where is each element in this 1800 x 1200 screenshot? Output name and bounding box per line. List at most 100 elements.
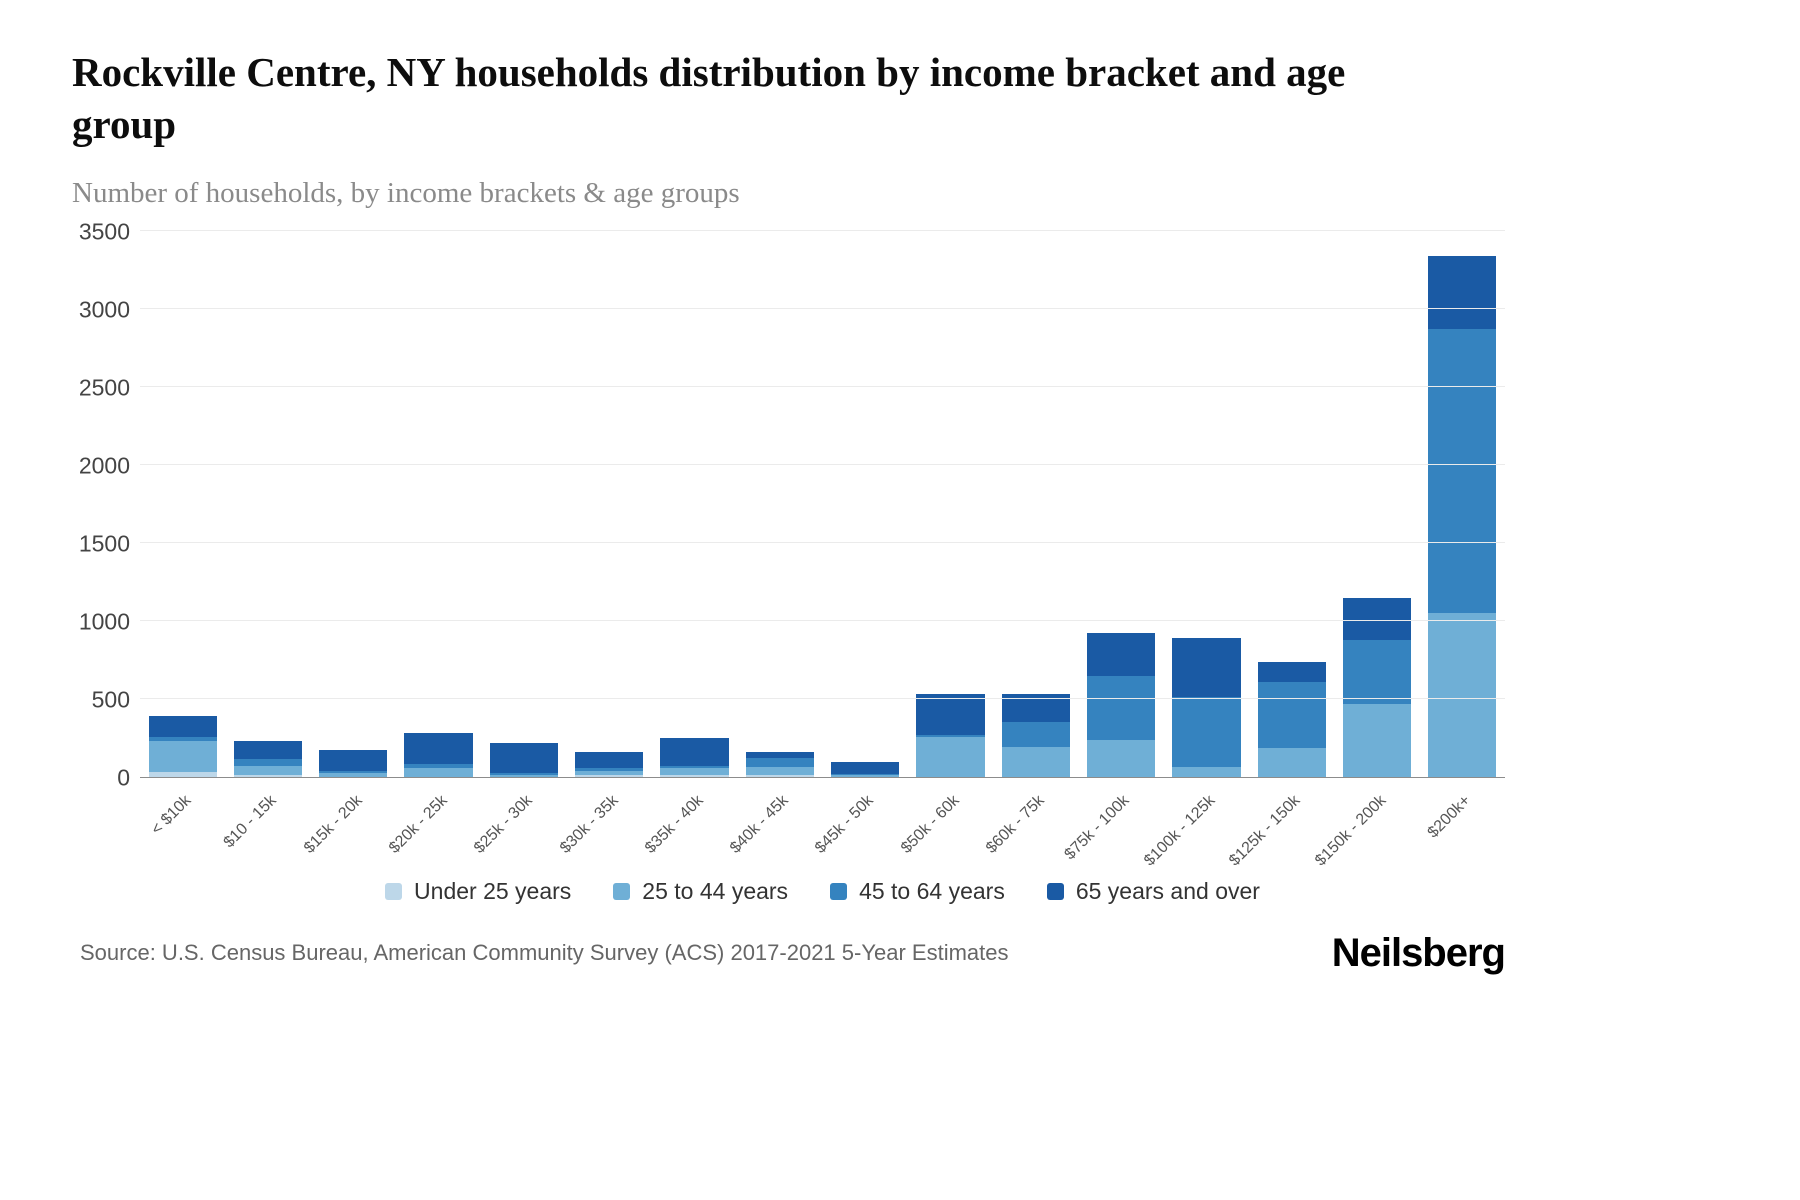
bar-segment[interactable] — [404, 764, 473, 769]
bar-segment[interactable] — [831, 775, 900, 777]
x-tick-label: $200k+ — [1424, 791, 1475, 842]
y-tick-label: 1000 — [78, 608, 130, 635]
bar-segment[interactable] — [1172, 766, 1241, 777]
legend-label: 25 to 44 years — [642, 877, 789, 904]
bar-segment[interactable] — [745, 752, 814, 759]
bar-segment[interactable] — [489, 773, 559, 776]
bar-segment[interactable] — [575, 775, 644, 777]
bar-slot — [1078, 232, 1163, 777]
bar-$45k - 50k — [831, 762, 900, 777]
x-tick-label: $30k - 35k — [556, 791, 622, 857]
legend-swatch — [830, 882, 848, 900]
bar-segment[interactable] — [1257, 681, 1326, 749]
legend-item[interactable]: Under 25 years — [385, 878, 571, 905]
bar-$50k - 60k — [916, 694, 985, 777]
bar-segment[interactable] — [916, 737, 985, 777]
bar-segment[interactable] — [233, 741, 303, 760]
bar-segment[interactable] — [916, 694, 985, 735]
bar-segment[interactable] — [1086, 739, 1156, 777]
legend-label: 45 to 64 years — [859, 877, 1005, 904]
bar-segment[interactable] — [1172, 638, 1241, 698]
bar-segment[interactable] — [1172, 697, 1241, 767]
bar-segment[interactable] — [404, 768, 473, 777]
bar-segment[interactable] — [660, 768, 729, 776]
x-tick: $25k - 30k — [471, 778, 566, 874]
bar-segment[interactable] — [1257, 748, 1326, 777]
bar-$60k - 75k — [1001, 693, 1070, 777]
x-tick: $60k - 75k — [983, 778, 1078, 874]
y-axis: 0 500 1000 1500 2000 2500 3000 3500 — [72, 218, 140, 790]
bar-segment[interactable] — [1428, 255, 1497, 330]
bar-slot — [993, 232, 1078, 777]
bar-segment[interactable] — [1086, 633, 1156, 677]
bar-segment[interactable] — [1342, 640, 1412, 704]
bar-$25k - 30k — [489, 742, 559, 777]
bar-segment[interactable] — [1342, 703, 1412, 777]
bar-segment[interactable] — [233, 766, 303, 776]
bar-segment[interactable] — [831, 762, 900, 774]
x-tick: $15k - 20k — [300, 778, 396, 874]
bar-slot — [1249, 232, 1334, 777]
bar-segment[interactable] — [148, 737, 217, 742]
y-tick-label: 2000 — [78, 452, 130, 479]
bar-segment[interactable] — [233, 759, 303, 767]
legend-label: 65 years and over — [1075, 877, 1260, 904]
y-tick-label: 0 — [117, 764, 130, 791]
bar-segment[interactable] — [575, 767, 644, 771]
x-tick-label: $40k - 45k — [727, 791, 792, 857]
bar-segment[interactable] — [148, 716, 217, 738]
x-tick-label: $35k - 40k — [641, 791, 707, 857]
gridline — [140, 385, 1505, 387]
bar-segment[interactable] — [1001, 721, 1070, 747]
bar-segment[interactable] — [1257, 661, 1326, 682]
bar-$20k - 25k — [404, 732, 473, 777]
bar-segment[interactable] — [148, 772, 217, 777]
y-tick-label: 3500 — [78, 218, 130, 245]
legend-item[interactable]: 45 to 64 years — [830, 878, 1005, 905]
x-tick: $20k - 25k — [386, 778, 481, 874]
stacked-bar-chart: 0 500 1000 1500 2000 2500 3000 3500 < $10k $10 -… — [72, 218, 1505, 874]
bar-segment[interactable] — [319, 770, 388, 774]
bar-$15k - 20k — [319, 750, 388, 777]
bar-segment[interactable] — [148, 741, 217, 773]
x-tick-label: $10 - 15k — [220, 791, 280, 852]
bar-segment[interactable] — [233, 775, 303, 777]
bar-$30k - 35k — [575, 752, 644, 777]
bar-segment[interactable] — [745, 766, 814, 776]
bar-slot — [1164, 232, 1249, 777]
bar-$125k - 150k — [1257, 661, 1326, 777]
bar-segment[interactable] — [916, 734, 985, 738]
bar-segment[interactable] — [489, 775, 559, 777]
bar-segment[interactable] — [660, 766, 729, 769]
bar-segment[interactable] — [831, 773, 900, 776]
bar-segment[interactable] — [745, 775, 814, 777]
bar-segment[interactable] — [404, 732, 473, 765]
x-tick: $50k - 60k — [898, 778, 993, 874]
bar-segment[interactable] — [575, 770, 644, 776]
bar-segment[interactable] — [1086, 676, 1156, 740]
bar-segment[interactable] — [319, 750, 388, 771]
bar-segment[interactable] — [1342, 597, 1412, 641]
bar-$200k+ — [1428, 255, 1497, 777]
x-tick: $150k - 200k — [1312, 778, 1419, 874]
x-tick-label: $15k - 20k — [300, 791, 366, 857]
bar-segment[interactable] — [660, 737, 729, 767]
legend: Under 25 years 25 to 44 years 45 to 64 yea… — [140, 878, 1505, 905]
bar-$75k - 100k — [1086, 633, 1156, 777]
bar-segment[interactable] — [1001, 746, 1070, 777]
bar-segment[interactable] — [489, 742, 559, 774]
bar-segment[interactable] — [660, 775, 729, 777]
bar-slot — [140, 232, 225, 777]
bar-segment[interactable] — [575, 752, 644, 768]
gridline — [140, 541, 1505, 543]
legend-item[interactable]: 65 years and over — [1046, 877, 1260, 905]
bar-segment[interactable] — [745, 758, 814, 767]
legend-item[interactable]: 25 to 44 years — [613, 878, 788, 905]
bar-segment[interactable] — [319, 773, 388, 777]
chart-title: Rockville Centre, NY households distribu… — [72, 49, 1346, 148]
legend-swatch — [613, 882, 631, 900]
bar-segment[interactable] — [1428, 329, 1497, 614]
x-tick-label: $25k - 30k — [471, 791, 536, 857]
bar-segment[interactable] — [1428, 613, 1497, 777]
x-tick: $200k+ — [1420, 778, 1505, 874]
